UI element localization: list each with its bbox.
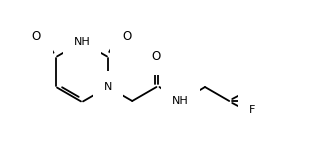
Text: F: F <box>249 105 255 115</box>
Text: F: F <box>251 96 257 106</box>
Text: NH: NH <box>172 96 189 106</box>
Text: O: O <box>152 50 161 63</box>
Text: F: F <box>249 87 255 97</box>
Text: N: N <box>104 82 112 92</box>
Text: NH: NH <box>73 37 91 47</box>
Text: O: O <box>32 30 41 44</box>
Text: O: O <box>122 30 131 44</box>
